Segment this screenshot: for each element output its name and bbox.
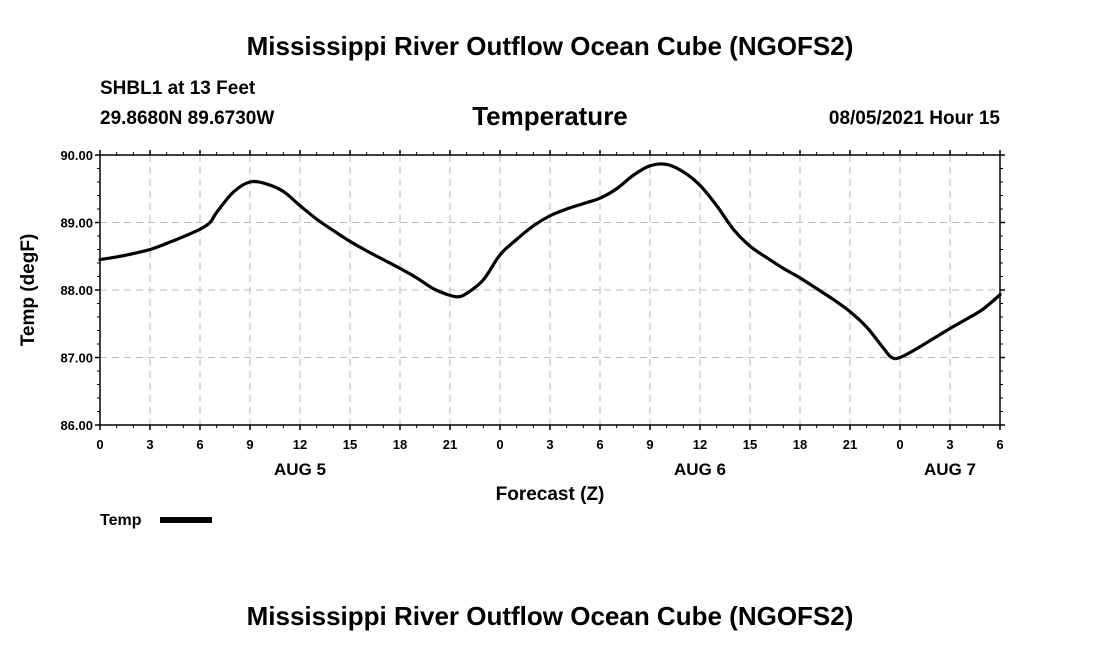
day-label: AUG 5 (274, 460, 326, 479)
x-tick-label: 9 (646, 437, 653, 452)
x-tick-label: 0 (896, 437, 903, 452)
y-tick-label: 90.00 (60, 148, 93, 163)
x-tick-label: 6 (596, 437, 603, 452)
day-label: AUG 7 (924, 460, 976, 479)
x-tick-labels: 0 3 6 9 12 15 18 21 0 3 6 9 12 15 18 21 0 3 6 (96, 437, 1003, 452)
x-tick-label: 15 (743, 437, 757, 452)
x-axis-label: Forecast (Z) (496, 484, 605, 505)
plot-frame (99, 154, 1001, 426)
page-title-top: Mississippi River Outflow Ocean Cube (NG… (247, 31, 854, 61)
y-axis-label: Temp (degF) (18, 234, 39, 347)
y-tick-label: 86.00 (60, 418, 93, 433)
x-tick-label: 12 (293, 437, 307, 452)
location-label: 29.8680N 89.6730W (100, 108, 274, 129)
legend-label: Temp (100, 512, 142, 529)
x-tick-label: 9 (246, 437, 253, 452)
y-tick-labels: 86.00 87.00 88.00 89.00 90.00 (60, 148, 93, 433)
x-tick-label: 0 (496, 437, 503, 452)
series (98, 162, 1002, 361)
x-tick-label: 6 (996, 437, 1003, 452)
day-label: AUG 6 (674, 460, 726, 479)
x-tick-label: 3 (146, 437, 153, 452)
day-labels: AUG 5 AUG 6 AUG 7 (274, 460, 976, 479)
series-line-temp (98, 162, 1002, 361)
legend: Temp (100, 512, 212, 529)
y-tick-label: 89.00 (60, 216, 93, 231)
grid (100, 155, 1000, 425)
datetime-label: 08/05/2021 Hour 15 (829, 108, 1001, 129)
chart-title: Temperature (472, 101, 628, 131)
page-title-bottom: Mississippi River Outflow Ocean Cube (NG… (247, 601, 854, 631)
x-tick-label: 6 (196, 437, 203, 452)
x-tick-label: 15 (343, 437, 357, 452)
x-tick-label: 18 (793, 437, 807, 452)
station-label: SHBL1 at 13 Feet (100, 78, 256, 99)
x-tick-label: 3 (546, 437, 553, 452)
y-tick-label: 87.00 (60, 351, 93, 366)
x-tick-label: 3 (946, 437, 953, 452)
x-tick-label: 21 (843, 437, 857, 452)
x-tick-label: 21 (443, 437, 457, 452)
x-tick-label: 18 (393, 437, 407, 452)
x-tick-label: 12 (693, 437, 707, 452)
x-tick-label: 0 (96, 437, 103, 452)
y-tick-label: 88.00 (60, 283, 93, 298)
